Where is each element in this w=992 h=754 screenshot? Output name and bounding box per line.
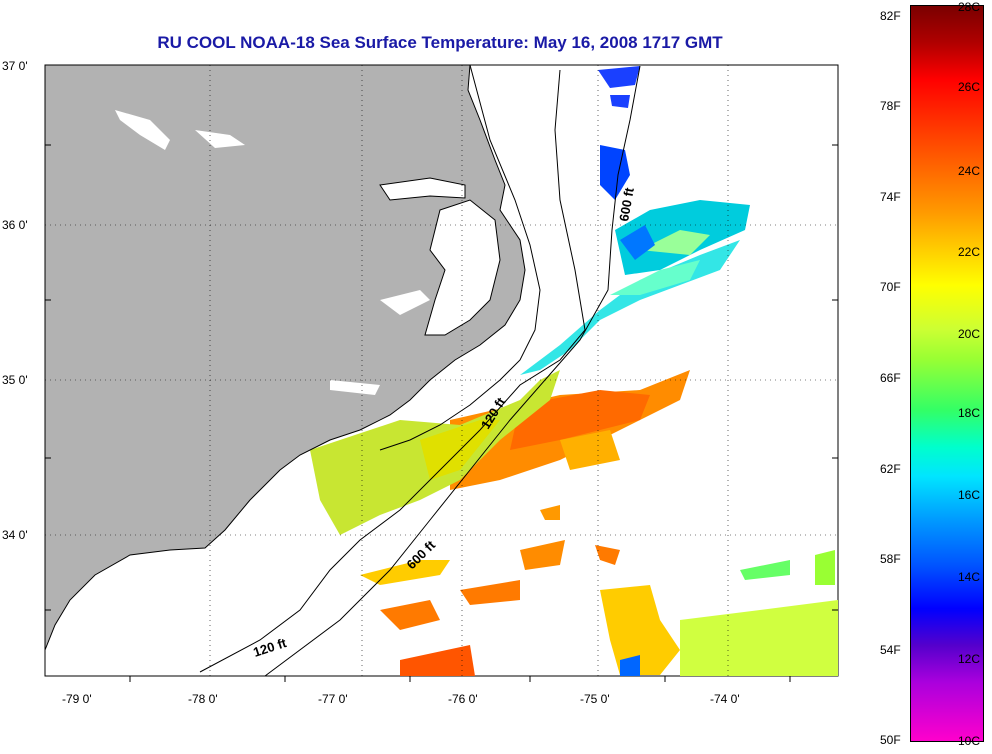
colorbar-c-14: 14C: [958, 570, 981, 584]
colorbar-f-58: 58F: [880, 552, 901, 566]
lon-label-75: -75 0': [580, 692, 610, 706]
lat-label-35: 35 0': [2, 373, 28, 387]
isobath-120ft: [199, 69, 586, 673]
inland-rivers: [115, 110, 430, 395]
colorbar-c-12: 12C: [958, 652, 981, 666]
colorbar-c-22: 22C: [958, 245, 981, 259]
temperature-colorbar: [910, 5, 984, 742]
colorbar-f-62: 62F: [880, 462, 901, 476]
lat-label-34: 34 0': [2, 528, 28, 542]
colorbar-f-54: 54F: [880, 643, 901, 657]
colorbar-c-10: 10C: [958, 734, 981, 748]
lon-label-76: -76 0': [448, 692, 478, 706]
lon-label-79: -79 0': [62, 692, 92, 706]
lat-label-37: 37 0': [2, 59, 28, 73]
lon-label-78: -78 0': [188, 692, 218, 706]
albemarle-sound: [379, 177, 466, 201]
colorbar-c-28: 28C: [958, 0, 981, 14]
lon-label-74: -74 0': [710, 692, 740, 706]
pamlico-sound: [424, 199, 501, 336]
colorbar-f-66: 66F: [880, 371, 901, 385]
colorbar-f-70: 70F: [880, 280, 901, 294]
map-title: RU COOL NOAA-18 Sea Surface Temperature:…: [157, 33, 723, 52]
land-mass: [44, 64, 526, 651]
axis-ticks: [45, 144, 838, 682]
colorbar-f-50: 50F: [880, 733, 901, 747]
isobath-label-600ft-north: 600 ft: [616, 186, 637, 223]
colorbar-c-20: 20C: [958, 327, 981, 341]
lon-label-77: -77 0': [318, 692, 348, 706]
colorbar-c-24: 24C: [958, 164, 981, 178]
outer-banks: [379, 64, 541, 451]
colorbar-c-18: 18C: [958, 406, 981, 420]
colorbar-c-16: 16C: [958, 488, 981, 502]
colorbar-f-78: 78F: [880, 99, 901, 113]
colorbar-f-74: 74F: [880, 190, 901, 204]
colorbar-f-82: 82F: [880, 9, 901, 23]
lat-label-36: 36 0': [2, 218, 28, 232]
colorbar-c-26: 26C: [958, 80, 981, 94]
sst-swath-warm: [360, 370, 690, 676]
sst-swath-cold: [598, 66, 640, 676]
graticule: [45, 65, 838, 676]
